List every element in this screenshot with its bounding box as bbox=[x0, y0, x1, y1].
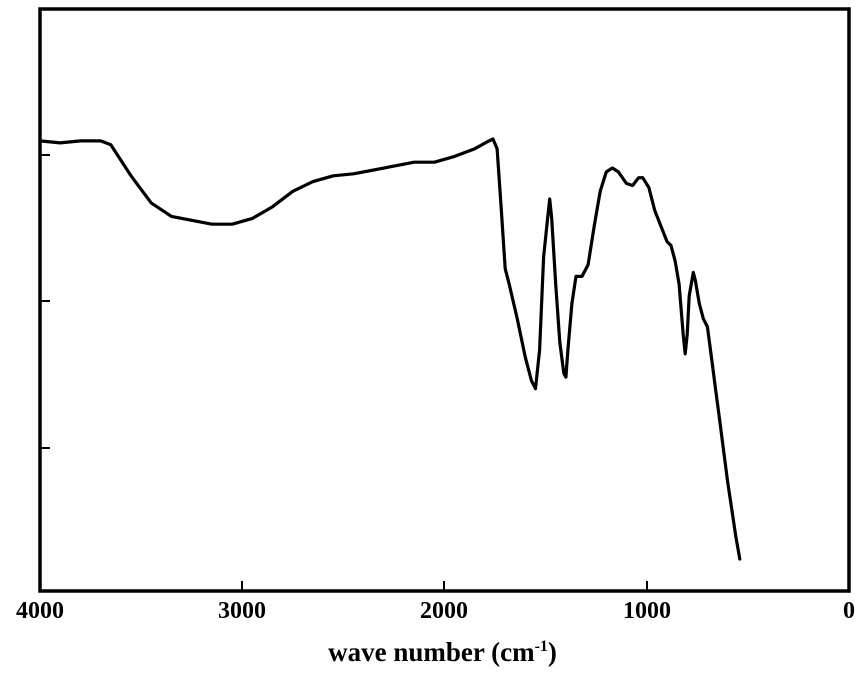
x-axis-title: wave number (cm-1) bbox=[328, 637, 557, 667]
plot-frame bbox=[38, 7, 851, 593]
x-tick-label-0: 0 bbox=[843, 598, 855, 624]
x-tick-label-2000: 2000 bbox=[420, 598, 468, 624]
x-tick-label-4000: 4000 bbox=[16, 598, 64, 624]
x-axis-ticks bbox=[241, 581, 648, 591]
x-tick-label-3000: 3000 bbox=[218, 598, 266, 624]
spectrum-line bbox=[38, 137, 742, 561]
y-axis-ticks bbox=[40, 154, 50, 449]
x-tick-label-1000: 1000 bbox=[623, 598, 671, 624]
